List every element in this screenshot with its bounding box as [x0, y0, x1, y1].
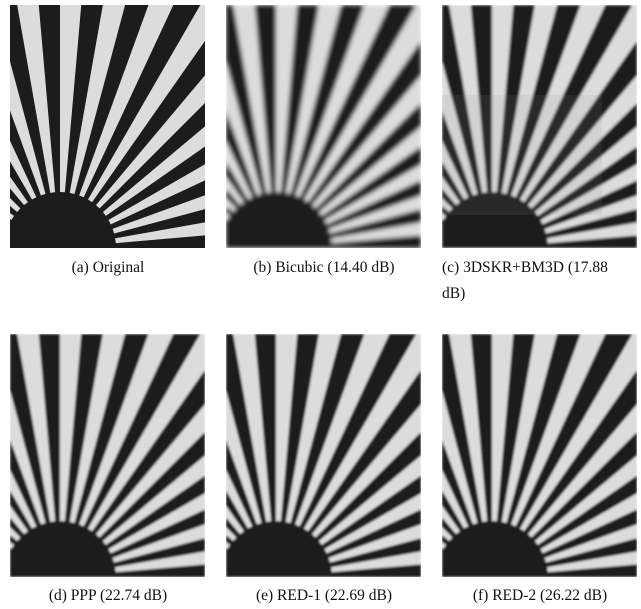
caption: (d) PPP (22.74 dB)	[48, 587, 168, 604]
caption: (b) Bicubic (14.40 dB)	[253, 259, 395, 276]
caption: (f) RED-2 (26.22 dB)	[472, 587, 608, 604]
caption: (a) Original	[71, 259, 145, 276]
caption: (e) RED-1 (22.69 dB)	[255, 587, 393, 604]
panel-image	[442, 0, 641, 304]
caption: (c) 3DSKR+BM3D (17.88 dB)	[442, 259, 608, 302]
